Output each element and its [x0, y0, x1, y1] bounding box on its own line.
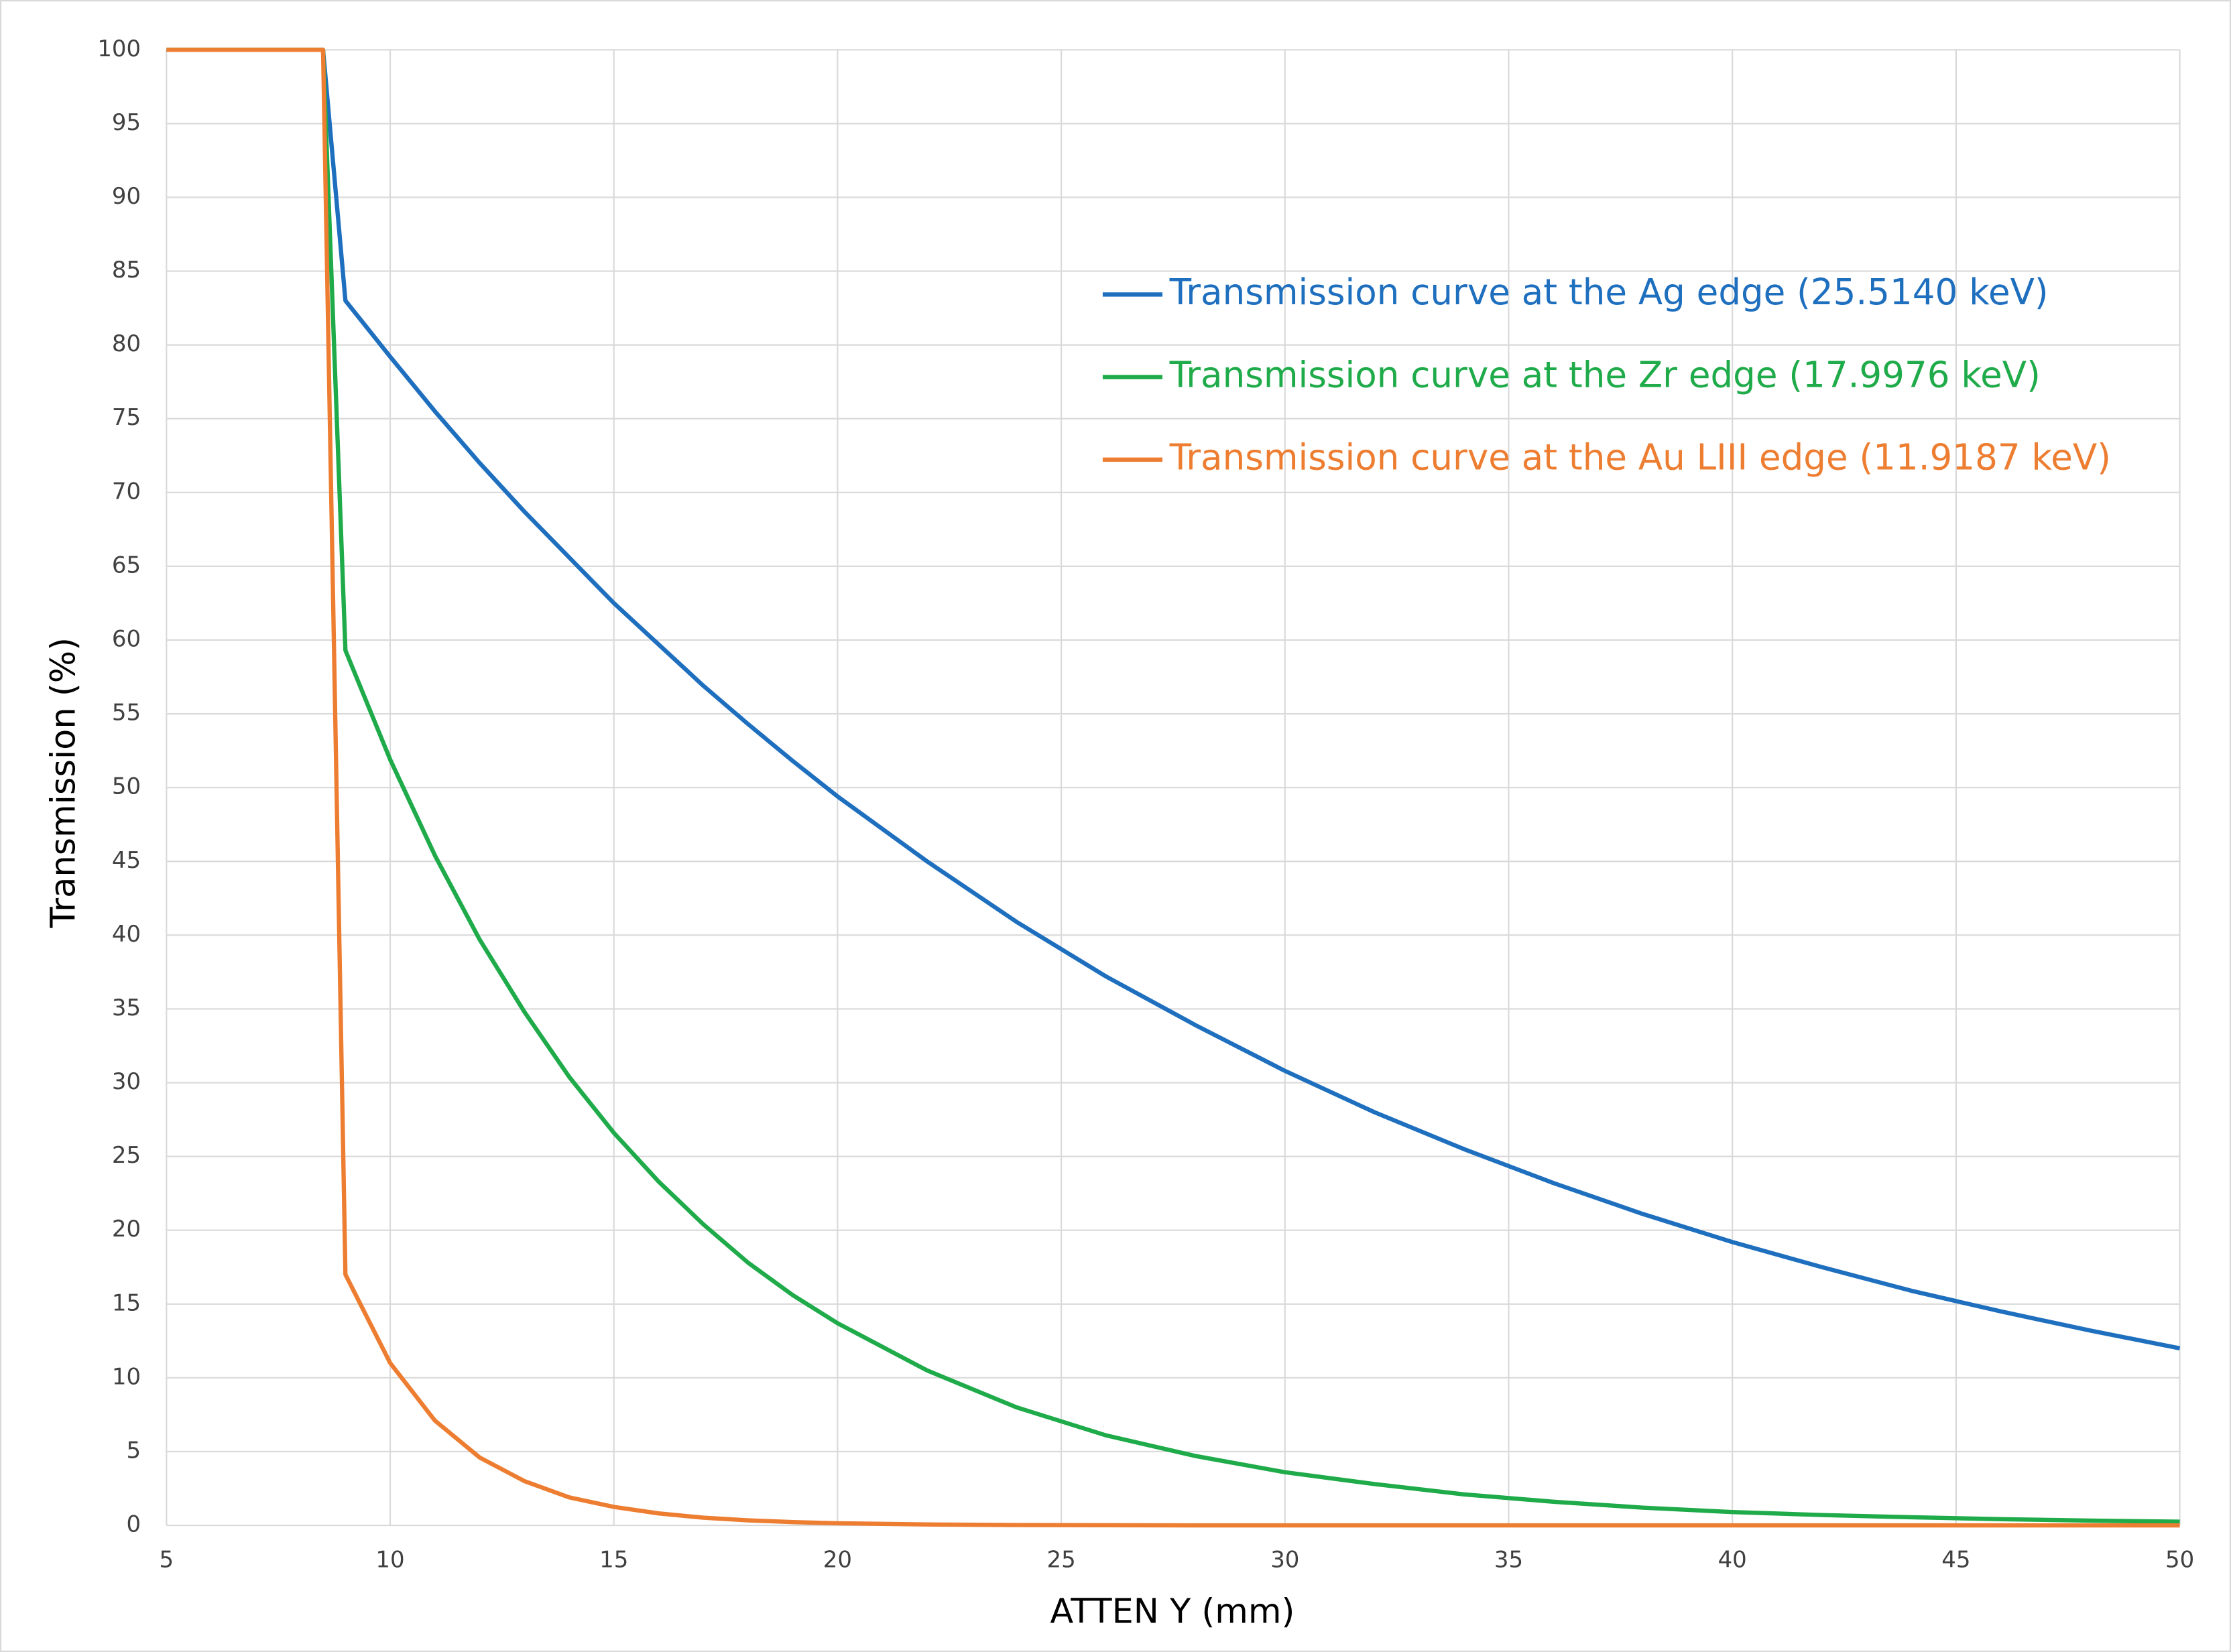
- legend-label: Transmission curve at the Ag edge (25.51…: [1169, 271, 2049, 313]
- y-axis-title: Transmission (%): [44, 637, 84, 928]
- x-tick-label: 5: [160, 1547, 174, 1574]
- x-tick-label: 50: [2165, 1547, 2194, 1574]
- y-tick-label: 90: [112, 183, 141, 210]
- x-tick-label: 35: [1494, 1547, 1523, 1574]
- x-axis-title: ATTEN Y (mm): [1050, 1592, 1294, 1632]
- y-tick-label: 35: [112, 995, 141, 1021]
- y-tick-label: 5: [127, 1437, 141, 1464]
- y-tick-label: 95: [112, 109, 141, 136]
- y-tick-label: 65: [112, 552, 141, 578]
- y-tick-label: 20: [112, 1216, 141, 1243]
- line-series: [166, 48, 2180, 1528]
- y-tick-label: 30: [112, 1068, 141, 1095]
- y-tick-label: 60: [112, 625, 141, 652]
- y-tick-label: 80: [112, 330, 141, 357]
- y-tick-label: 75: [112, 404, 141, 431]
- y-tick-label: 10: [112, 1363, 141, 1390]
- y-tick-label: 40: [112, 921, 141, 948]
- line-series: [166, 48, 2181, 1350]
- y-tick-label: 50: [112, 773, 141, 800]
- x-tick-label: 25: [1047, 1547, 1076, 1574]
- x-tick-label: 40: [1718, 1547, 1747, 1574]
- y-tick-label: 85: [112, 257, 141, 283]
- x-tick-label: 15: [599, 1547, 628, 1574]
- line-series: [166, 48, 2180, 1524]
- x-tick-label: 20: [823, 1547, 852, 1574]
- y-tick-label: 55: [112, 700, 141, 726]
- x-tick-label: 10: [375, 1547, 404, 1574]
- y-tick-label: 25: [112, 1142, 141, 1169]
- x-tick-label: 45: [1941, 1547, 1970, 1574]
- y-tick-label: 45: [112, 847, 141, 874]
- y-tick-label: 100: [97, 36, 141, 62]
- y-tick-label: 70: [112, 478, 141, 505]
- legend-label: Transmission curve at the Zr edge (17.99…: [1169, 354, 2041, 395]
- y-tick-label: 0: [127, 1511, 141, 1538]
- y-tick-label: 15: [112, 1289, 141, 1316]
- legend-label: Transmission curve at the Au LIII edge (…: [1169, 436, 2111, 478]
- x-tick-label: 30: [1270, 1547, 1299, 1574]
